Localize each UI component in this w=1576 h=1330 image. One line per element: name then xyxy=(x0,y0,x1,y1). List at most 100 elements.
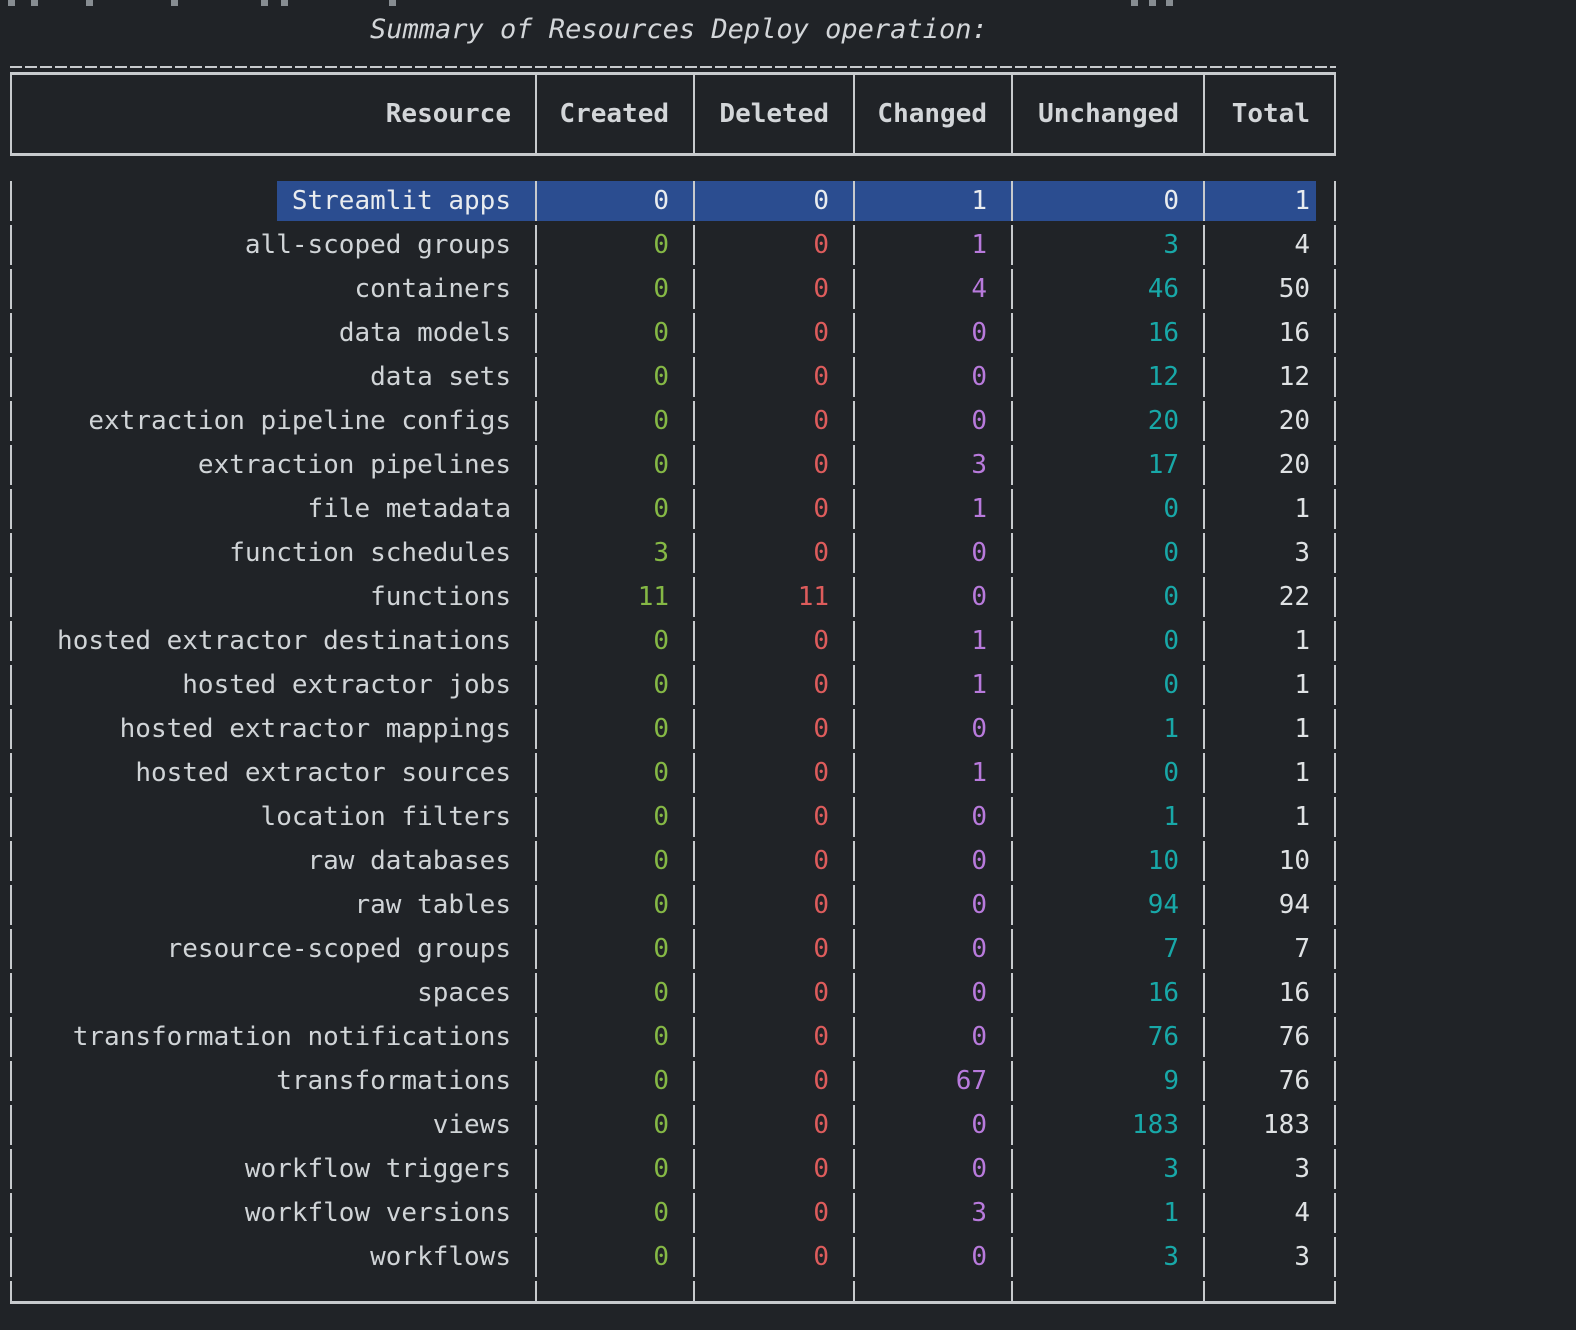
cell-created: 0 xyxy=(537,401,695,441)
cell-created: 0 xyxy=(537,1061,695,1101)
cell-created: 0 xyxy=(537,973,695,1013)
cell-resource: data sets xyxy=(10,357,537,397)
cell-resource: function schedules xyxy=(10,533,537,573)
table-row[interactable]: views 0 0 0 183 183 xyxy=(10,1105,1336,1145)
cell-changed: 1 xyxy=(855,181,1013,221)
cell-unchanged: 0 xyxy=(1013,489,1205,529)
cell-deleted: 0 xyxy=(695,313,855,353)
table-row[interactable]: resource-scoped groups 0 0 0 7 7 xyxy=(10,929,1336,969)
cell-total: 4 xyxy=(1205,225,1336,265)
table-header-row: Resource Created Deleted Changed Unchang… xyxy=(10,72,1336,156)
cell-unchanged: 0 xyxy=(1013,533,1205,573)
table-row[interactable]: hosted extractor jobs 0 0 1 0 1 xyxy=(10,665,1336,705)
cell-resource: hosted extractor sources xyxy=(10,753,537,793)
table-row[interactable]: extraction pipeline configs 0 0 0 20 20 xyxy=(10,401,1336,441)
cell-changed: 0 xyxy=(855,533,1013,573)
cell-total: 20 xyxy=(1205,445,1336,485)
table-row[interactable]: hosted extractor sources 0 0 1 0 1 xyxy=(10,753,1336,793)
cell-unchanged: 12 xyxy=(1013,357,1205,397)
table-row[interactable]: all-scoped groups 0 0 1 3 4 xyxy=(10,225,1336,265)
cell-total: 22 xyxy=(1205,577,1336,617)
table-row[interactable]: function schedules 3 0 0 0 3 xyxy=(10,533,1336,573)
cell-changed: 0 xyxy=(855,885,1013,925)
cell-resource: hosted extractor mappings xyxy=(10,709,537,749)
cell-created: 0 xyxy=(537,357,695,397)
table-row[interactable]: raw databases 0 0 0 10 10 xyxy=(10,841,1336,881)
table-row[interactable]: Streamlit apps 0 0 1 0 1 xyxy=(10,181,1336,221)
cell-unchanged: 0 xyxy=(1013,753,1205,793)
cell-created: 0 xyxy=(537,841,695,881)
table-row[interactable]: spaces 0 0 0 16 16 xyxy=(10,973,1336,1013)
table-row[interactable]: containers 0 0 4 46 50 xyxy=(10,269,1336,309)
spacer-cell xyxy=(537,1281,695,1301)
cell-unchanged: 46 xyxy=(1013,269,1205,309)
cell-changed: 1 xyxy=(855,489,1013,529)
cell-unchanged: 76 xyxy=(1013,1017,1205,1057)
cell-resource: raw databases xyxy=(10,841,537,881)
cell-unchanged: 0 xyxy=(1013,181,1205,221)
cell-created: 0 xyxy=(537,709,695,749)
cell-unchanged: 9 xyxy=(1013,1061,1205,1101)
cell-unchanged: 17 xyxy=(1013,445,1205,485)
cell-deleted: 0 xyxy=(695,357,855,397)
table-row[interactable]: extraction pipelines 0 0 3 17 20 xyxy=(10,445,1336,485)
cell-changed: 1 xyxy=(855,225,1013,265)
cell-changed: 1 xyxy=(855,621,1013,661)
table-row[interactable]: workflow versions 0 0 3 1 4 xyxy=(10,1193,1336,1233)
cell-resource: extraction pipeline configs xyxy=(10,401,537,441)
cell-changed: 1 xyxy=(855,665,1013,705)
cell-changed: 0 xyxy=(855,797,1013,837)
cell-deleted: 0 xyxy=(695,1237,855,1277)
table-row[interactable]: location filters 0 0 0 1 1 xyxy=(10,797,1336,837)
cell-created: 0 xyxy=(537,269,695,309)
cell-changed: 0 xyxy=(855,313,1013,353)
table-body: Streamlit apps 0 0 1 0 1 all-scoped grou… xyxy=(10,181,1336,1277)
cell-total: 1 xyxy=(1205,621,1336,661)
glyph-fragment xyxy=(31,0,38,6)
spacer-cell xyxy=(1205,1281,1336,1301)
cell-total: 10 xyxy=(1205,841,1336,881)
cell-deleted: 0 xyxy=(695,225,855,265)
cell-deleted: 0 xyxy=(695,445,855,485)
table-row[interactable]: workflows 0 0 0 3 3 xyxy=(10,1237,1336,1277)
cell-created: 0 xyxy=(537,885,695,925)
table-row[interactable]: transformations 0 0 67 9 76 xyxy=(10,1061,1336,1101)
cell-deleted: 0 xyxy=(695,1105,855,1145)
cell-changed: 0 xyxy=(855,973,1013,1013)
table-row[interactable]: transformation notifications 0 0 0 76 76 xyxy=(10,1017,1336,1057)
table-row[interactable]: functions 11 11 0 0 22 xyxy=(10,577,1336,617)
cell-resource: resource-scoped groups xyxy=(10,929,537,969)
cell-resource: raw tables xyxy=(10,885,537,925)
cell-created: 0 xyxy=(537,181,695,221)
cell-created: 0 xyxy=(537,313,695,353)
cell-resource: hosted extractor jobs xyxy=(10,665,537,705)
column-header-total: Total xyxy=(1205,75,1336,153)
cell-total: 1 xyxy=(1205,489,1336,529)
cell-unchanged: 1 xyxy=(1013,1193,1205,1233)
cell-created: 3 xyxy=(537,533,695,573)
table-row[interactable]: hosted extractor mappings 0 0 0 1 1 xyxy=(10,709,1336,749)
table-row[interactable]: data models 0 0 0 16 16 xyxy=(10,313,1336,353)
cell-total: 94 xyxy=(1205,885,1336,925)
cell-total: 3 xyxy=(1205,1149,1336,1189)
cell-resource: file metadata xyxy=(10,489,537,529)
cell-deleted: 0 xyxy=(695,709,855,749)
table-row[interactable]: file metadata 0 0 1 0 1 xyxy=(10,489,1336,529)
cell-total: 16 xyxy=(1205,313,1336,353)
table-row[interactable]: data sets 0 0 0 12 12 xyxy=(10,357,1336,397)
column-header-unchanged: Unchanged xyxy=(1013,75,1205,153)
cell-unchanged: 94 xyxy=(1013,885,1205,925)
cell-changed: 4 xyxy=(855,269,1013,309)
table-row[interactable]: workflow triggers 0 0 0 3 3 xyxy=(10,1149,1336,1189)
cell-created: 0 xyxy=(537,1149,695,1189)
glyph-fragment xyxy=(171,0,178,6)
cell-total: 7 xyxy=(1205,929,1336,969)
cell-resource: transformations xyxy=(10,1061,537,1101)
cell-created: 0 xyxy=(537,225,695,265)
cell-changed: 3 xyxy=(855,445,1013,485)
table-row[interactable]: raw tables 0 0 0 94 94 xyxy=(10,885,1336,925)
table-row[interactable]: hosted extractor destinations 0 0 1 0 1 xyxy=(10,621,1336,661)
cell-changed: 0 xyxy=(855,1149,1013,1189)
cell-deleted: 0 xyxy=(695,621,855,661)
cell-resource: workflows xyxy=(10,1237,537,1277)
